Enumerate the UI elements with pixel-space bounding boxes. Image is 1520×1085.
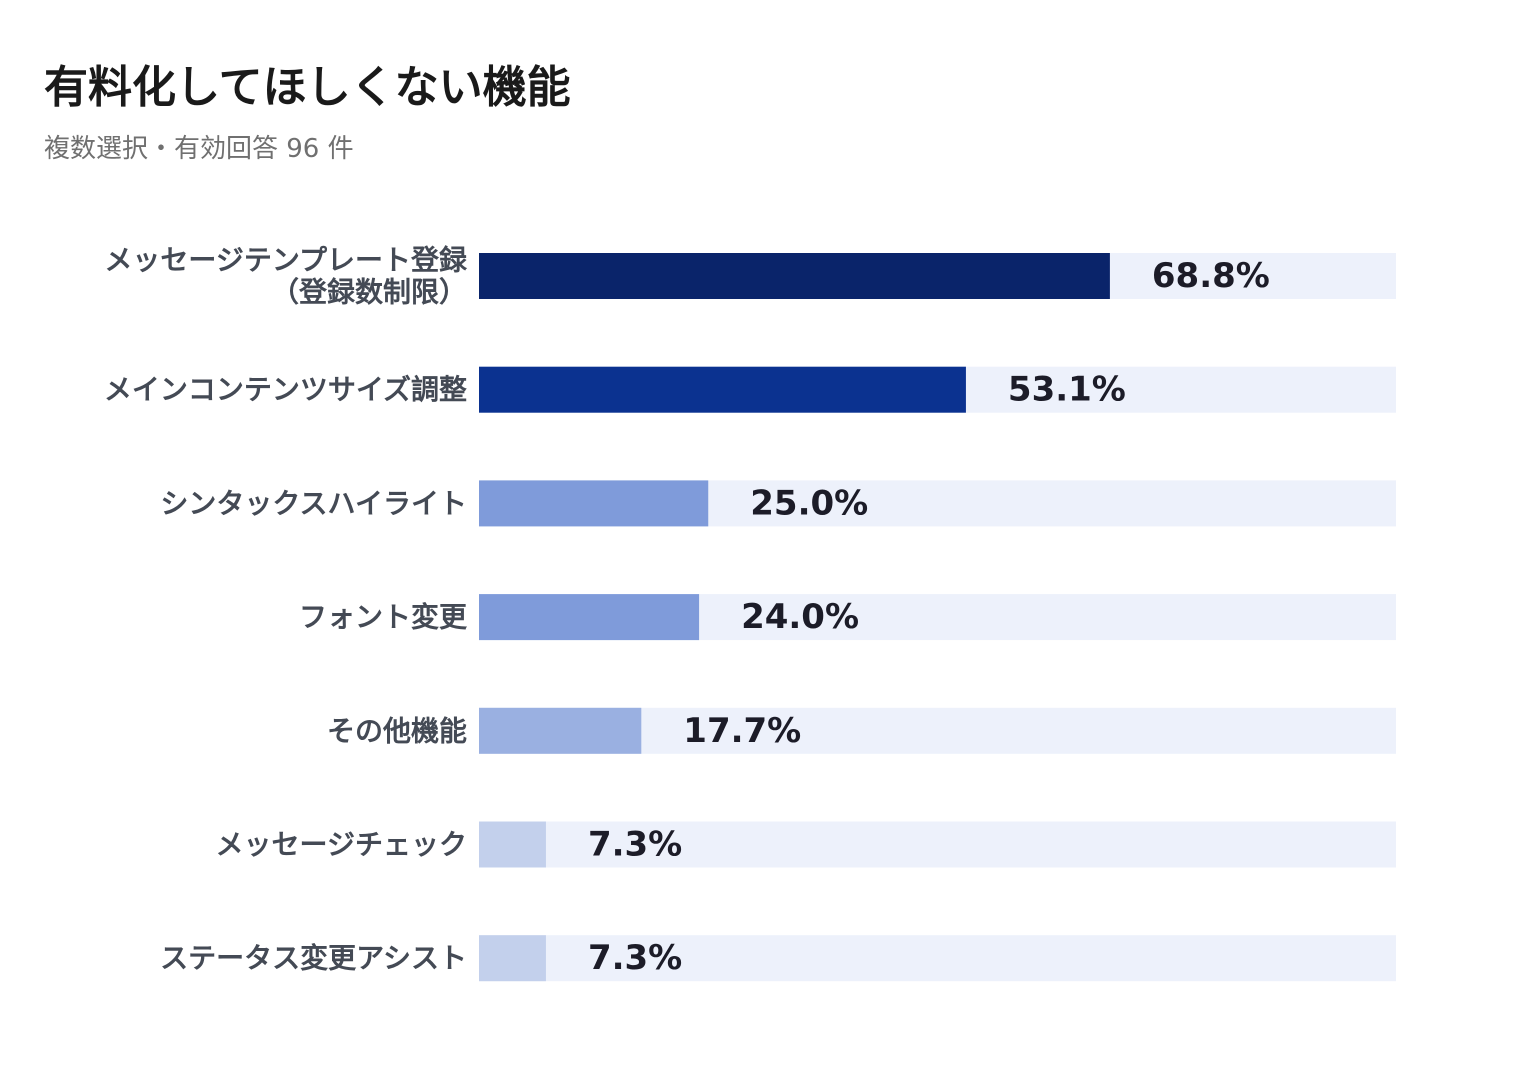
chart-subtitle: 複数選択・有効回答 96 件 [44, 134, 354, 164]
value-label: 68.8% [1152, 256, 1270, 296]
category-label: メインコンテンツサイズ調整 [104, 373, 467, 406]
category-label: フォント変更 [299, 601, 468, 634]
category-label: シンタックスハイライト [160, 487, 467, 520]
category-label: ステータス変更アシスト [160, 942, 467, 975]
bar [479, 707, 642, 754]
bar [479, 935, 546, 982]
category-label: メッセージテンプレート登録 [104, 244, 468, 277]
bar [479, 821, 546, 868]
value-label: 17.7% [683, 711, 801, 751]
bar [479, 253, 1110, 299]
bar-track [479, 821, 1396, 868]
bar [479, 594, 700, 641]
category-label: メッセージチェック [216, 828, 467, 861]
chart-title: 有料化してほしくない機能 [44, 62, 571, 113]
category-label: その他機能 [327, 714, 467, 747]
bar [479, 480, 709, 527]
bar [479, 366, 966, 413]
value-label: 7.3% [588, 825, 682, 865]
value-label: 7.3% [588, 938, 682, 978]
category-label: （登録数制限） [271, 276, 467, 309]
value-label: 24.0% [741, 597, 859, 637]
value-label: 25.0% [750, 483, 868, 523]
value-label: 53.1% [1008, 370, 1126, 410]
bar-track [479, 935, 1396, 982]
